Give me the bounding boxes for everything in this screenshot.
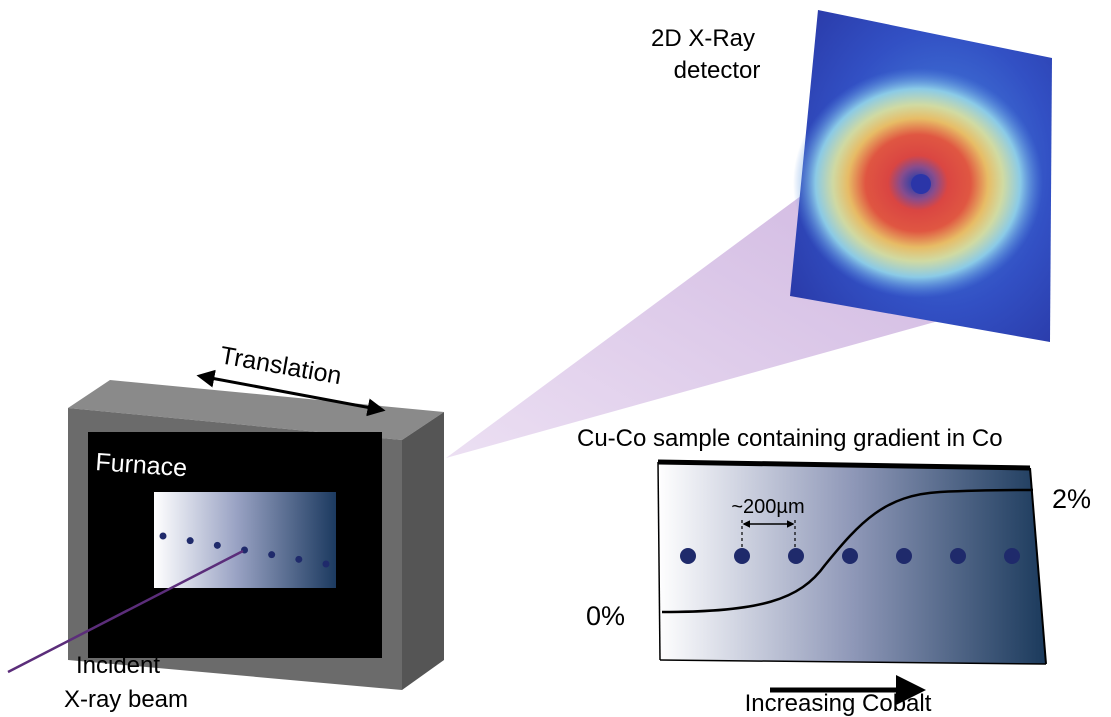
detector-label-line1: 2D X-Ray bbox=[651, 25, 755, 52]
increasing-label: Increasing Cobalt bbox=[745, 690, 932, 717]
right-percent-label: 2% bbox=[1052, 484, 1091, 514]
concentration-curve bbox=[661, 488, 1034, 614]
furnace-window bbox=[154, 492, 336, 588]
sample-measurement-point bbox=[788, 548, 804, 564]
beam-label-line2: X-ray beam bbox=[64, 686, 188, 713]
furnace-measurement-point bbox=[213, 541, 221, 549]
incident-beam bbox=[7, 549, 244, 674]
translation-arrow bbox=[196, 369, 386, 417]
furnace bbox=[68, 380, 444, 690]
detector-label-line2: detector bbox=[674, 57, 761, 84]
furnace-measurement-point bbox=[295, 555, 303, 563]
sample-measurement-point bbox=[896, 548, 912, 564]
sample-measurement-point bbox=[842, 548, 858, 564]
furnace-side bbox=[402, 412, 444, 690]
sample-measurement-point bbox=[680, 548, 696, 564]
sample-title: Cu-Co sample containing gradient in Co bbox=[577, 425, 1003, 452]
beam-stop bbox=[911, 174, 931, 194]
furnace-measurement-point bbox=[322, 560, 330, 568]
furnace-label: Furnace bbox=[95, 448, 188, 482]
sample-measurement-point bbox=[950, 548, 966, 564]
furnace-measurement-point bbox=[159, 532, 167, 540]
beam-label-line1: Incident bbox=[76, 652, 160, 679]
sample-measurement-point bbox=[734, 548, 750, 564]
sample-panel bbox=[657, 459, 1047, 665]
furnace-measurement-point bbox=[268, 551, 276, 559]
left-percent-label: 0% bbox=[586, 601, 625, 631]
spacing-label: ~200µm bbox=[731, 496, 804, 518]
furnace-measurement-point bbox=[186, 537, 194, 545]
xray-detector bbox=[790, 10, 1052, 342]
sample-measurement-point bbox=[1004, 548, 1020, 564]
